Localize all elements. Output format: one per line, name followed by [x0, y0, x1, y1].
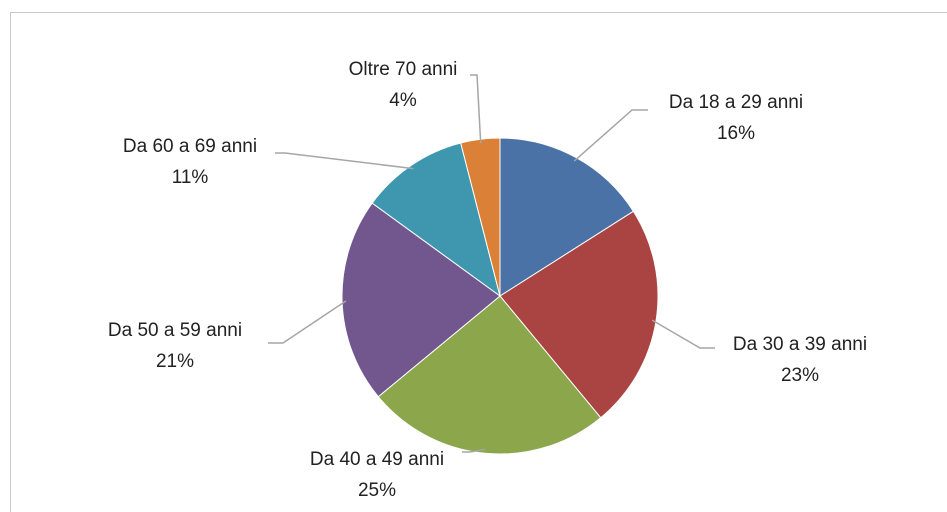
leader-line: [462, 448, 486, 453]
leader-line: [268, 300, 347, 344]
leader-line: [275, 152, 414, 170]
slice-label: Da 50 a 59 anni: [108, 320, 242, 341]
slice-label: Oltre 70 anni: [349, 59, 458, 80]
leader-line: [470, 74, 482, 144]
slice-value-label: 25%: [358, 480, 396, 501]
pie-slice: [371, 142, 501, 298]
pie-slice: [499, 210, 659, 419]
pie-slice: [341, 202, 501, 398]
slice-label: Da 18 a 29 anni: [669, 92, 803, 113]
slice-value-label: 16%: [717, 123, 755, 144]
leader-line: [651, 319, 715, 349]
slice-label: Da 40 a 49 anni: [310, 449, 444, 470]
slice-label: Da 60 a 69 anni: [123, 136, 257, 157]
leader-line: [573, 109, 648, 162]
slice-value-label: 23%: [781, 365, 819, 386]
pie-slice: [377, 295, 602, 455]
pie-slice: [499, 137, 635, 297]
slice-value-label: 21%: [156, 351, 194, 372]
slice-label: Da 30 a 39 anni: [733, 334, 867, 355]
slice-value-label: 4%: [389, 90, 417, 111]
slice-value-label: 11%: [172, 167, 209, 188]
